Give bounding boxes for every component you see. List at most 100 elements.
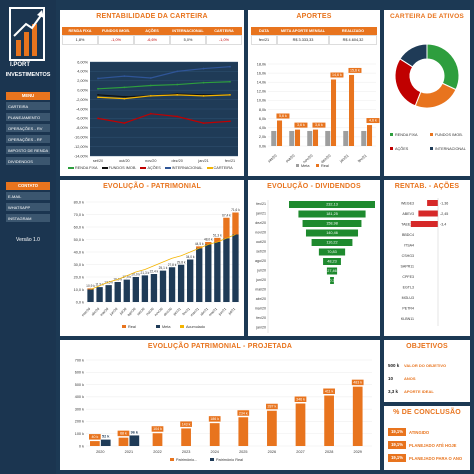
conclusao-row: 19,1% PLANEJADO PARA O ANO [388,454,462,462]
data-point [123,97,126,100]
data-point [202,94,205,97]
x-tick-label: 2023 [182,450,190,454]
y-tick-label: 300 k [75,407,84,411]
section-title: INVESTIMENTOS [5,72,51,78]
y-tick-label: KLBN11 [401,317,414,321]
data-label: 411 k [325,390,334,394]
x-tick-label: jun/21 [217,307,227,317]
data-label: 3,6 k [315,123,323,127]
bar-meta [205,244,212,302]
bar-patrimonio [181,428,191,446]
acoes-panel: RENTAB. - AÇÕES WEGE3 -1,36 ABEV3 -2,45 TAEE… [384,180,470,336]
bar-meta [232,234,239,302]
data-label-bg [294,122,308,128]
rentabilidade-legend: RENDA FIXA FUNDOS IMOB. AÇÕES INTERNACIONAL… [68,166,233,170]
legend-swatch [430,133,433,136]
data-point [176,115,179,118]
bar-meta [150,274,158,302]
legend-label: Acumulado [186,325,205,329]
carteira-donut-chart: RENDA FIXA FUNDOS IMOB. AÇÕES INTERNACIONAL [390,43,466,151]
data-label: 346 k [296,397,305,401]
data-label: 158,98 [326,221,338,225]
data-point [149,94,152,97]
legend-swatch [68,167,74,169]
y-tick-label: WEGE3 [401,202,414,206]
bar-real [232,212,239,235]
objetivo-value: 10 [388,376,394,381]
sidebar-item-whatsapp[interactable]: WHATSAPP [6,203,50,212]
dividendos-chart: fev/21 232,13 jan/21 181,25 dez/20 158,98 nov/… [255,200,375,333]
x-tick-label: set/20 [267,154,277,164]
data-point [229,94,231,96]
data-label: -2,45 [440,212,448,216]
series-line [97,81,231,90]
bar [302,220,362,227]
data-label-bg [180,421,192,427]
y-tick-label: 6,00% [77,60,88,64]
x-tick-label: 2020 [96,450,104,454]
data-label: 15,6 k [350,68,360,72]
bar-real [349,74,355,146]
data-label: 68 k [120,432,127,436]
sidebar-item-operacoes-rv[interactable]: OPERAÇÕES - RV [6,124,50,133]
carteira-title: CARTEIRA DE ATIVOS [389,13,465,20]
sidebar: I.PORT INVESTIMENTOS MENU CARTEIRA PLANE… [0,0,56,474]
aportes-title: APORTES [296,13,332,20]
y-tick-label: 50,0 k [74,238,84,242]
data-label: 96 k [131,430,139,434]
x-tick-label: out/20 [285,154,296,164]
legend-label: RENDA FIXA [395,133,418,137]
data-point [97,77,99,80]
data-label: 20,0 k [131,273,140,277]
y-tick-label: out/20 [256,240,266,244]
bar-meta [168,267,176,302]
data-label: 4,6 k [369,119,377,123]
y-tick-label: ago/20 [255,259,266,263]
y-tick-label: 20,0 k [74,275,84,279]
sidebar-item-carteira[interactable]: CARTEIRA [6,102,50,111]
data-label-bg [330,72,344,78]
table-header: RENDA FIXA [62,27,98,35]
x-tick-label: abr/21 [199,307,209,317]
table-cell: fev/21 [251,35,277,45]
carteira-panel: CARTEIRA DE ATIVOS RENDA FIXA FUNDOS IMOB… [384,10,470,176]
sidebar-item-instagram[interactable]: INSTAGRAM [6,214,50,223]
bar-meta [361,130,367,146]
data-label: 234 k [239,411,248,415]
legend-entry: RENDA FIXA [68,166,98,170]
legend-label: Real [128,325,136,329]
sidebar-item-email[interactable]: E-MAIL [6,192,50,201]
y-tick-label: 0,0 k [76,300,84,304]
bar [318,248,346,256]
y-tick-label: 60,0 k [74,225,84,229]
y-tick-label: mar/20 [255,307,266,311]
y-tick-label: 0,0k [259,144,266,148]
bar-patrimonio [238,417,249,446]
data-point [149,112,152,115]
rentabilidade-panel: RENTABILIDADE DA CARTEIRA RENDA FIXA FUN… [60,10,244,176]
sidebar-item-planejamento[interactable]: PLANEJAMENTO [6,113,50,122]
data-label: 34,0 k [186,255,195,259]
bar-real [205,242,212,245]
y-tick-label: -14,00% [74,154,89,158]
acoes-chart: WEGE3 -1,36 ABEV3 -2,45 TAEE11 -3,4 BBDC4 ITSA4… [400,198,448,326]
x-tick-label: fev/21 [357,154,367,164]
x-tick-label: jun/20 [108,307,118,317]
conclusao-row: 19,1% ATINGIDO [388,428,429,436]
conclusao-row: 19,1% PLANEJADO ATÉ HOJE [388,441,456,449]
x-tick-label: 2029 [353,450,361,454]
table-header: FUNDOS IMOB. [98,27,134,35]
bar-real [100,439,111,446]
sidebar-item-operacoes-rf[interactable]: OPERAÇÕES - RF [6,135,50,144]
y-tick-label: TAEE11 [401,223,414,227]
aportes-table: DATA META APORTE MENSAL REALIZADO fev/21… [251,27,377,45]
x-tick-label: dez/20 [163,307,173,317]
data-label: 40 k [91,435,98,439]
sidebar-item-dividendos[interactable]: DIVIDENDOS [6,157,50,166]
y-tick-label: -8,00% [76,126,89,130]
bar [298,210,366,218]
x-tick-label: 2024 [210,450,218,454]
sidebar-item-imposto[interactable]: IMPOSTO DE RENDA [6,146,50,155]
table-cell: -6,6% [134,35,170,45]
aportes-chart: 18,0k 16,0k 14,0k 12,0k 10,0k 8,0k 6,0k 4,0k 2,0… [257,62,380,168]
